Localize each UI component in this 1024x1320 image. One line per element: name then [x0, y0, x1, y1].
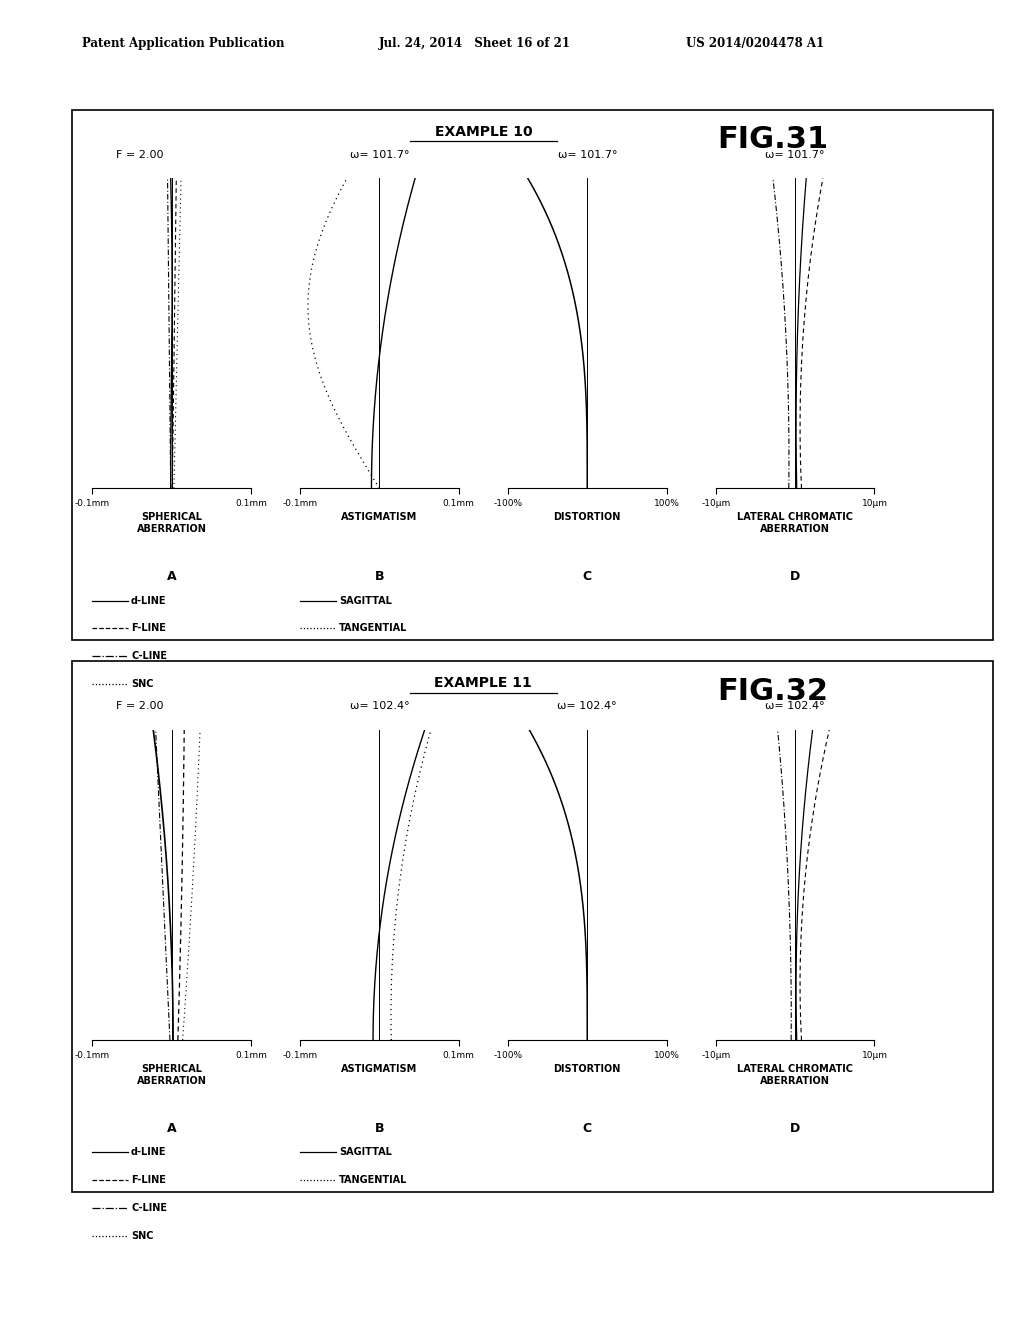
Text: FIG.31: FIG.31 — [718, 125, 828, 154]
Text: US 2014/0204478 A1: US 2014/0204478 A1 — [686, 37, 824, 50]
Text: F-LINE: F-LINE — [131, 623, 166, 634]
Text: SAGITTAL: SAGITTAL — [339, 595, 392, 606]
Text: LATERAL CHROMATIC
ABERRATION: LATERAL CHROMATIC ABERRATION — [737, 512, 853, 533]
Text: A: A — [167, 570, 176, 583]
Text: D: D — [790, 1122, 801, 1135]
Text: C: C — [583, 570, 592, 583]
Text: ω= 102.4°: ω= 102.4° — [765, 701, 825, 711]
Text: C: C — [583, 1122, 592, 1135]
Text: F = 2.00: F = 2.00 — [116, 149, 164, 160]
Text: F-LINE: F-LINE — [131, 1175, 166, 1185]
Text: B: B — [375, 570, 384, 583]
Text: ASTIGMATISM: ASTIGMATISM — [341, 512, 418, 523]
Text: ω= 101.7°: ω= 101.7° — [557, 149, 617, 160]
Text: A: A — [167, 1122, 176, 1135]
Text: C-LINE: C-LINE — [131, 651, 167, 661]
Text: ω= 102.4°: ω= 102.4° — [557, 701, 617, 711]
Text: d-LINE: d-LINE — [131, 595, 167, 606]
Text: DISTORTION: DISTORTION — [554, 1064, 621, 1074]
Text: DISTORTION: DISTORTION — [554, 512, 621, 523]
Text: EXAMPLE 11: EXAMPLE 11 — [434, 676, 532, 690]
Text: EXAMPLE 10: EXAMPLE 10 — [434, 124, 532, 139]
Text: SAGITTAL: SAGITTAL — [339, 1147, 392, 1158]
Text: F = 2.00: F = 2.00 — [116, 701, 164, 711]
Text: d-LINE: d-LINE — [131, 1147, 167, 1158]
Text: ω= 102.4°: ω= 102.4° — [349, 701, 410, 711]
Text: SPHERICAL
ABERRATION: SPHERICAL ABERRATION — [136, 1064, 207, 1085]
Text: SNC: SNC — [131, 678, 154, 689]
Text: FIG.32: FIG.32 — [718, 677, 828, 706]
Text: ω= 101.7°: ω= 101.7° — [765, 149, 825, 160]
Text: ASTIGMATISM: ASTIGMATISM — [341, 1064, 418, 1074]
Text: ω= 101.7°: ω= 101.7° — [349, 149, 410, 160]
Text: TANGENTIAL: TANGENTIAL — [339, 1175, 408, 1185]
Text: Jul. 24, 2014   Sheet 16 of 21: Jul. 24, 2014 Sheet 16 of 21 — [379, 37, 571, 50]
Text: D: D — [790, 570, 801, 583]
Text: SPHERICAL
ABERRATION: SPHERICAL ABERRATION — [136, 512, 207, 533]
Text: B: B — [375, 1122, 384, 1135]
Text: SNC: SNC — [131, 1230, 154, 1241]
Text: C-LINE: C-LINE — [131, 1203, 167, 1213]
Text: LATERAL CHROMATIC
ABERRATION: LATERAL CHROMATIC ABERRATION — [737, 1064, 853, 1085]
Text: TANGENTIAL: TANGENTIAL — [339, 623, 408, 634]
Text: Patent Application Publication: Patent Application Publication — [82, 37, 285, 50]
